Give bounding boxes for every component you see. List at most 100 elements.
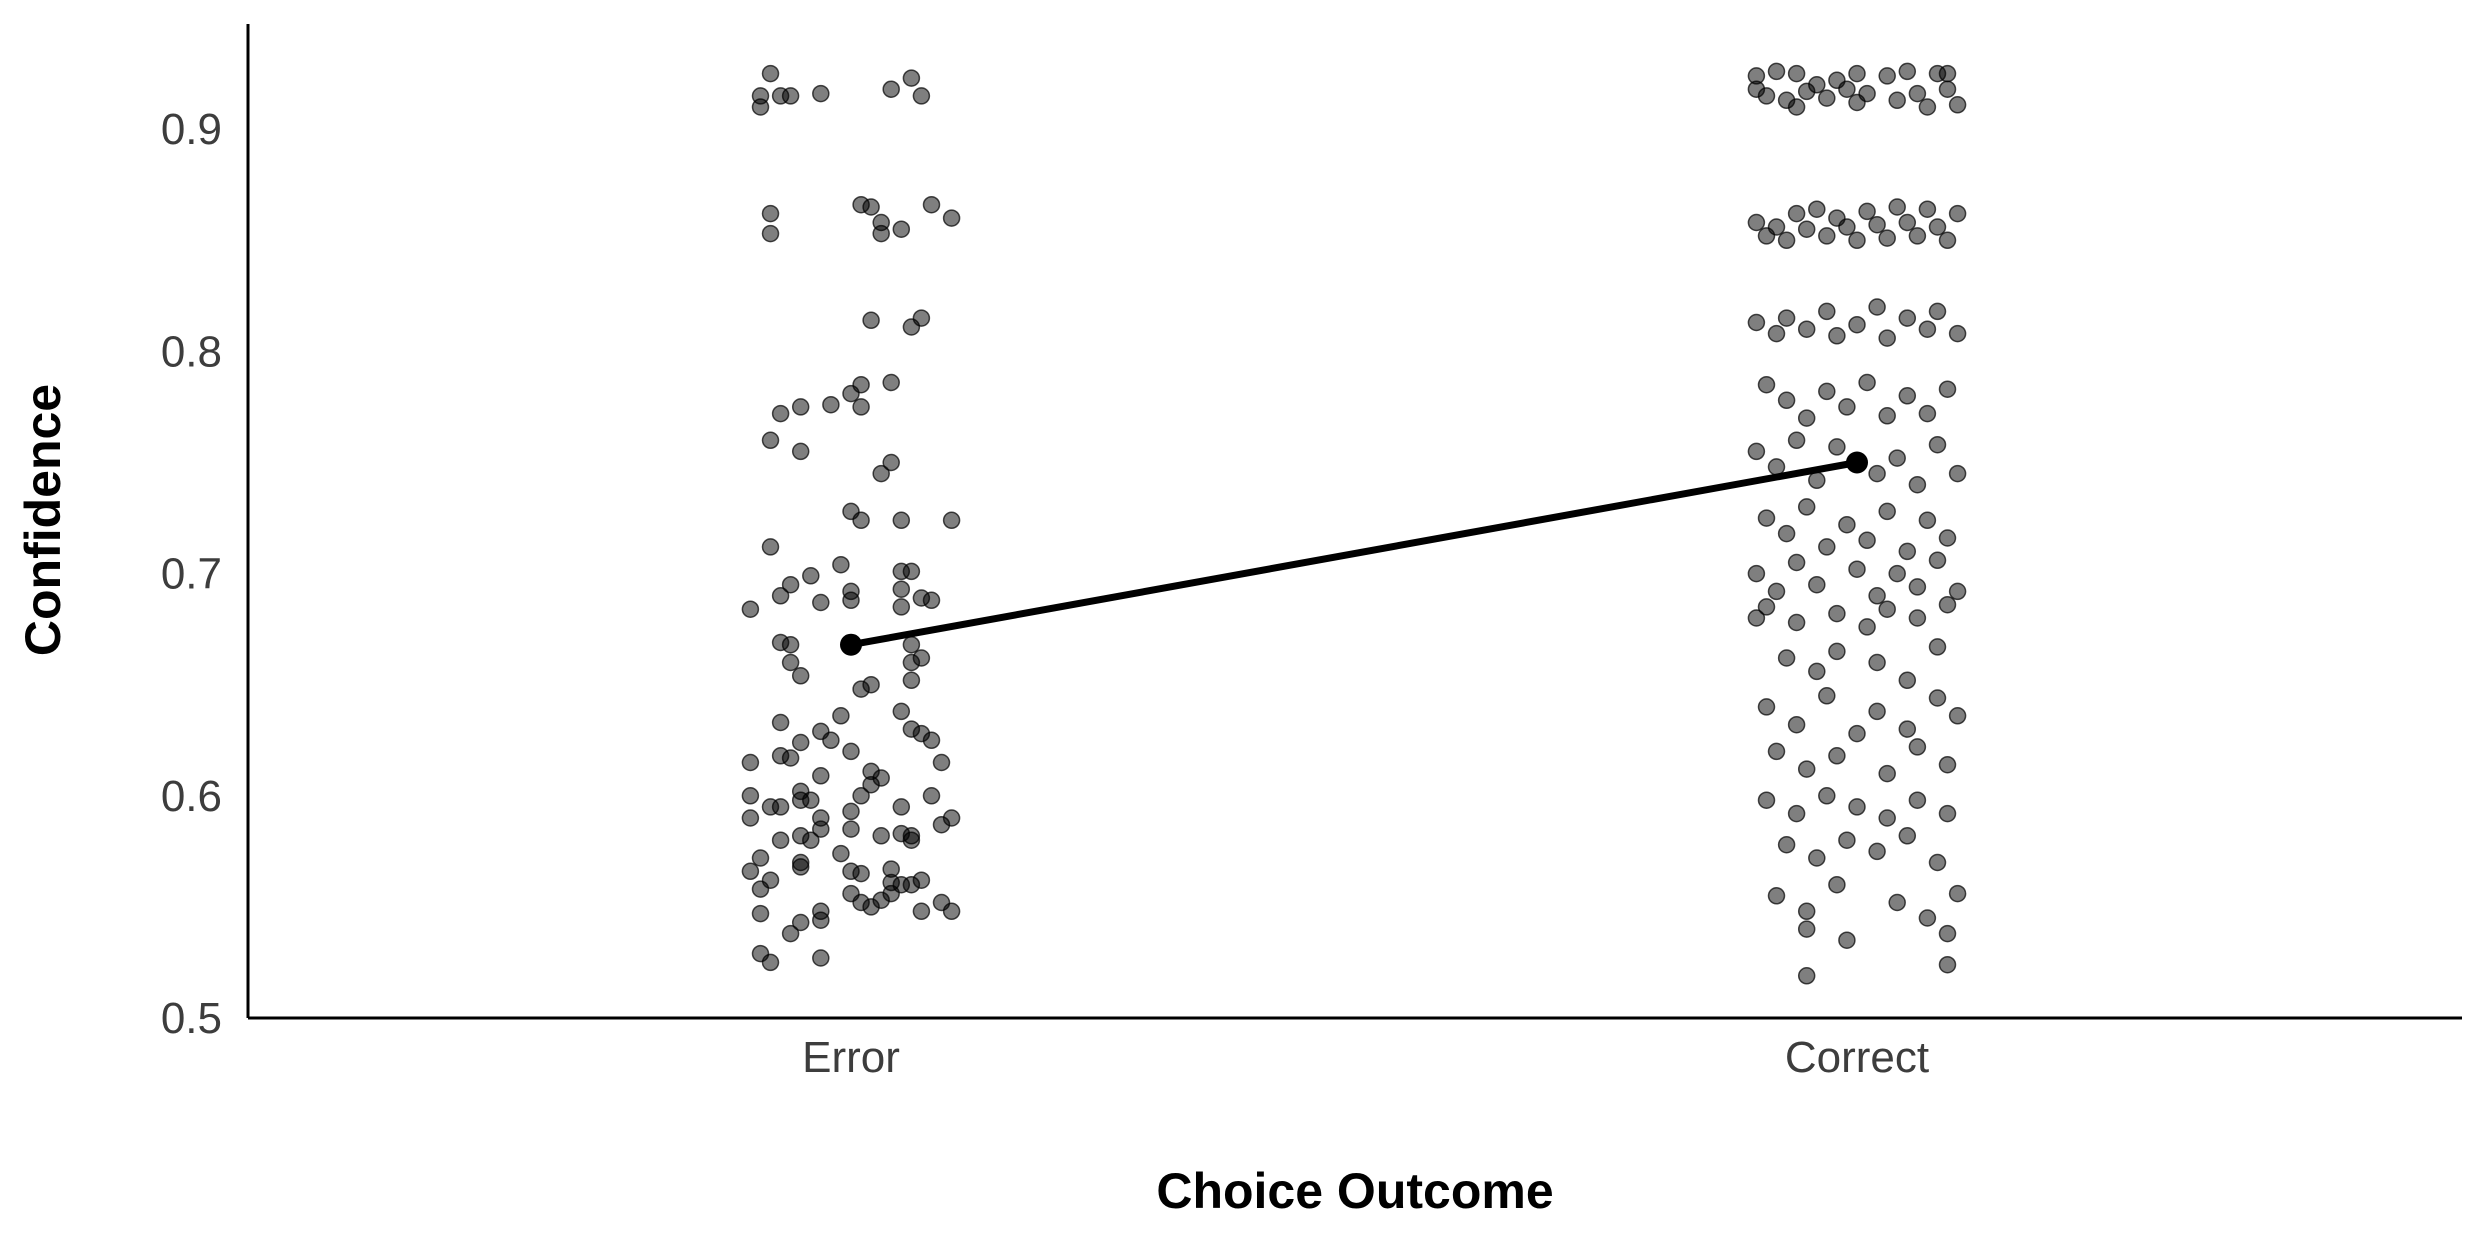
x-tick-labels: Error Correct (802, 1033, 1929, 1082)
data-point-correct-243 (1928, 638, 1947, 656)
y-axis-title: Confidence (15, 384, 71, 656)
data-point-correct-233 (1828, 604, 1846, 623)
data-point-correct-197 (1898, 387, 1917, 405)
data-point-correct-171 (1898, 213, 1917, 232)
data-point-error-64 (771, 713, 790, 732)
data-point-correct-263 (1908, 791, 1927, 809)
data-point-correct-145 (1787, 98, 1806, 116)
data-point-error-72 (842, 742, 860, 761)
data-point-correct-193 (1818, 382, 1836, 401)
data-point-error-124 (751, 904, 770, 923)
data-point-error-50 (892, 598, 911, 616)
data-point-error-110 (852, 864, 870, 883)
data-point-correct-260 (1818, 787, 1836, 805)
data-point-correct-158 (1767, 218, 1786, 236)
data-point-error-79 (741, 809, 760, 827)
data-point-correct-148 (1838, 80, 1856, 98)
data-point-correct-143 (1757, 87, 1776, 105)
data-point-error-31 (882, 453, 900, 472)
data-point-correct-179 (1777, 309, 1796, 327)
data-point-error-8 (912, 87, 931, 105)
y-tick-label: 0.9 (161, 105, 222, 154)
data-point-correct-274 (1888, 893, 1906, 912)
data-point-correct-237 (1938, 595, 1957, 614)
data-point-correct-189 (1948, 324, 1967, 343)
data-point-error-71 (832, 707, 850, 725)
data-point-correct-151 (1888, 91, 1906, 110)
data-point-correct-279 (1938, 924, 1957, 943)
data-point-correct-268 (1868, 842, 1886, 861)
data-point-correct-196 (1878, 407, 1896, 425)
data-point-correct-240 (1828, 642, 1846, 661)
data-point-error-14 (872, 224, 890, 243)
data-point-error-35 (942, 511, 961, 530)
data-point-correct-219 (1938, 529, 1957, 547)
data-point-correct-192 (1797, 409, 1816, 427)
data-point-correct-238 (1777, 649, 1796, 667)
data-point-error-122 (942, 902, 961, 921)
data-point-error-20 (912, 309, 931, 327)
data-point-correct-222 (1787, 553, 1806, 572)
data-point-correct-134 (1787, 64, 1806, 83)
data-point-error-27 (761, 431, 780, 450)
data-point-correct-185 (1878, 329, 1896, 347)
data-point-correct-262 (1878, 809, 1896, 827)
data-point-error-115 (912, 871, 931, 889)
data-point-error-16 (922, 195, 941, 214)
data-point-correct-224 (1848, 560, 1866, 578)
data-point-error-67 (741, 753, 760, 772)
data-point-correct-278 (1838, 931, 1856, 949)
data-point-correct-200 (1747, 442, 1766, 461)
data-point-error-39 (781, 575, 800, 594)
data-point-correct-251 (1948, 707, 1967, 725)
data-point-correct-181 (1818, 302, 1836, 321)
data-point-correct-208 (1928, 435, 1947, 454)
data-point-correct-204 (1828, 438, 1846, 456)
data-point-correct-167 (1858, 202, 1876, 221)
data-point-correct-261 (1848, 798, 1866, 816)
data-point-error-52 (781, 635, 800, 654)
data-point-error-81 (771, 798, 790, 816)
data-point-correct-232 (1787, 613, 1806, 632)
data-point-correct-159 (1777, 231, 1796, 250)
data-point-error-92 (932, 815, 951, 834)
data-point-error-40 (802, 567, 820, 585)
data-point-error-102 (902, 827, 921, 845)
data-point-correct-276 (1948, 884, 1967, 903)
data-point-error-9 (761, 204, 780, 223)
data-point-correct-211 (1777, 524, 1796, 543)
data-point-error-37 (741, 600, 760, 618)
data-point-correct-161 (1797, 220, 1816, 238)
data-point-correct-230 (1747, 609, 1766, 627)
data-point-correct-245 (1787, 715, 1806, 734)
mean-point-correct (1846, 451, 1868, 474)
data-point-correct-252 (1767, 742, 1786, 761)
data-point-error-6 (882, 80, 900, 98)
data-point-error-130 (761, 953, 780, 972)
data-point-error-30 (872, 464, 890, 483)
data-point-error-28 (791, 442, 810, 461)
data-point-correct-147 (1818, 89, 1836, 107)
data-point-correct-269 (1898, 827, 1917, 845)
data-point-correct-244 (1757, 698, 1776, 716)
data-point-error-46 (902, 562, 921, 581)
data-point-correct-218 (1918, 511, 1937, 530)
mean-layer (840, 451, 1868, 656)
data-point-correct-182 (1828, 327, 1846, 345)
data-point-correct-254 (1828, 747, 1846, 765)
data-point-error-49 (922, 591, 941, 610)
data-point-correct-175 (1938, 231, 1957, 250)
data-point-correct-231 (1757, 598, 1776, 616)
x-tick-label-error: Error (802, 1033, 900, 1082)
data-point-error-42 (832, 555, 850, 574)
data-point-correct-265 (1777, 835, 1796, 854)
data-point-error-59 (912, 649, 931, 667)
data-point-error-90 (922, 787, 941, 805)
data-point-error-108 (791, 853, 810, 872)
y-tick-label: 0.8 (161, 327, 222, 376)
data-point-correct-174 (1928, 218, 1947, 236)
data-point-correct-226 (1888, 564, 1906, 583)
data-point-error-7 (902, 69, 921, 87)
data-point-correct-183 (1848, 315, 1866, 334)
data-point-correct-221 (1767, 582, 1786, 601)
